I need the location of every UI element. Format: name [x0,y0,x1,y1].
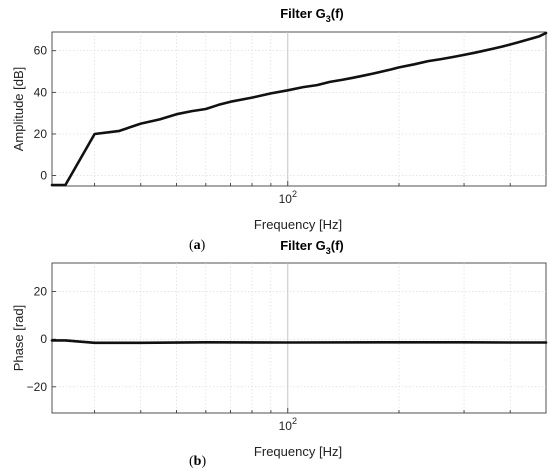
phase-y-tick-label: 0 [40,332,47,346]
phase-chart-title: Filter G3(f) [280,238,344,256]
amplitude-y-tick-label: 20 [34,127,48,141]
phase-series [50,339,548,345]
phase-y-tick-label: 20 [34,285,48,299]
phase-y-ticks: −20 0 20 [27,285,56,394]
panel-label-a: (a) [189,238,206,253]
amplitude-x-ticks: 102 [94,181,511,206]
phase-chart: Filter G3(f) −20 0 20 102 Frequency [Hz] P… [11,238,548,459]
amplitude-plot-area [51,31,547,187]
amplitude-y-tick-label: 0 [40,169,47,183]
amplitude-y-axis-label: Amplitude [dB] [11,67,26,152]
phase-series-line [50,339,548,345]
amplitude-chart-title: Filter G3(f) [280,6,344,24]
amplitude-y-tick-label: 60 [34,44,48,58]
amplitude-x-axis-label: Frequency [Hz] [254,217,342,232]
phase-x-tick-label: 102 [279,416,297,433]
phase-plot-area [51,262,547,414]
panel-label-b: (b) [189,454,207,469]
amplitude-y-tick-label: 40 [34,85,48,99]
phase-x-ticks: 102 [94,408,511,433]
amplitude-series [50,31,548,187]
phase-x-axis-label: Frequency [Hz] [254,444,342,459]
amplitude-x-tick-label: 102 [279,189,297,206]
phase-y-tick-label: −20 [27,380,48,394]
phase-y-axis-label: Phase [rad] [11,305,26,372]
amplitude-series-line [50,31,548,187]
phase-grid [52,263,546,413]
amplitude-y-ticks: 0 20 40 60 [34,44,56,183]
